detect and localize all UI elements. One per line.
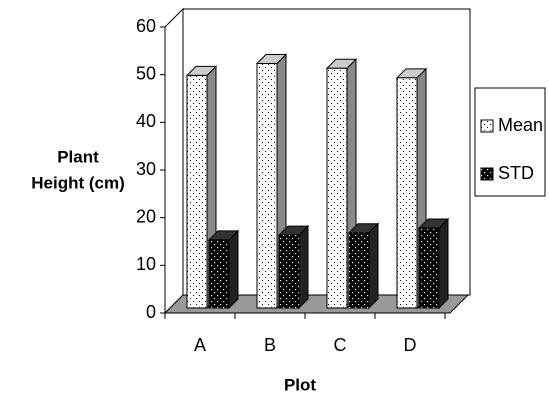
y-tick-label: 10: [136, 254, 156, 274]
x-axis-label: Plot: [284, 375, 316, 394]
legend-swatch-texture: [481, 120, 493, 132]
bar-side: [298, 224, 309, 310]
y-tick-label: 0: [146, 302, 156, 322]
y-axis-label: Plant: [57, 147, 99, 166]
bar-texture: [209, 239, 229, 308]
bar-texture: [187, 75, 207, 308]
x-tick-label: D: [404, 335, 417, 355]
y-tick-label: 30: [136, 159, 156, 179]
y-axis-label: Height (cm): [31, 173, 125, 192]
x-tick-label: C: [334, 335, 347, 355]
side-wall: [164, 7, 184, 315]
bar-side: [228, 229, 239, 310]
x-tick-label: B: [264, 335, 276, 355]
legend-swatch-texture: [481, 168, 493, 180]
legend-label: STD: [498, 163, 534, 183]
bar-texture: [279, 235, 299, 308]
bar-texture: [257, 63, 277, 309]
bar-texture: [397, 77, 417, 308]
bar-side: [368, 222, 379, 310]
y-tick-label: 20: [136, 206, 156, 226]
bar-texture: [327, 68, 347, 309]
y-tick-label: 60: [136, 16, 156, 36]
bar-side: [438, 217, 449, 310]
y-tick-label: 40: [136, 111, 156, 131]
y-tick-label: 50: [136, 63, 156, 83]
bar-texture: [419, 227, 439, 308]
bar-texture: [349, 232, 369, 308]
legend-label: Mean: [498, 115, 543, 135]
x-tick-label: A: [194, 335, 206, 355]
